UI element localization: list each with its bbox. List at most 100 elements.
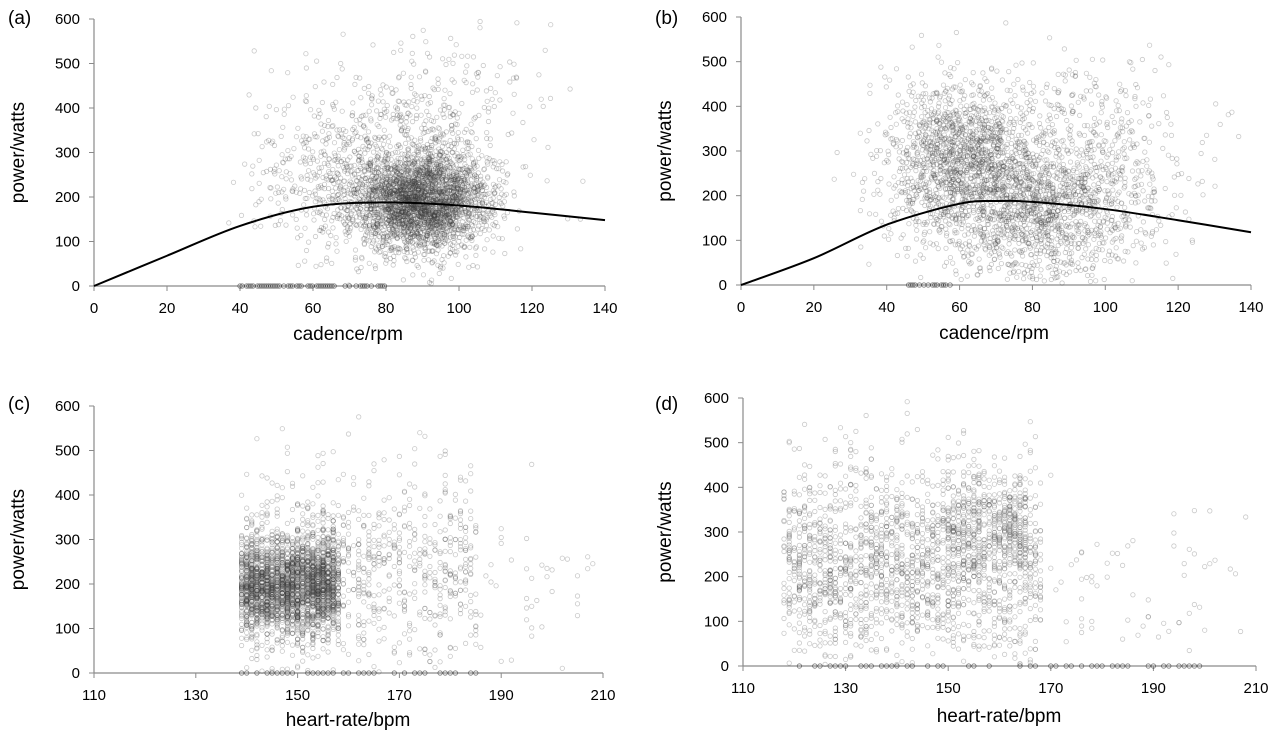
scatter-point — [1007, 88, 1013, 94]
scatter-point — [391, 49, 397, 56]
scatter-point — [340, 192, 347, 198]
scatter-point — [389, 190, 395, 196]
scatter-point — [425, 195, 431, 201]
scatter-point — [310, 149, 316, 155]
scatter-point — [403, 177, 409, 183]
x-tick-label: 40 — [878, 299, 895, 316]
scatter-point — [453, 209, 459, 215]
scatter-point — [531, 137, 537, 143]
scatter-point — [321, 79, 327, 85]
scatter-point — [397, 122, 403, 128]
scatter-point — [293, 216, 299, 222]
scatter-point — [288, 177, 295, 183]
scatter-point — [458, 198, 464, 204]
scatter-point — [428, 211, 435, 217]
scatter-point — [437, 263, 443, 270]
scatter-point — [871, 170, 878, 176]
scatter-point — [443, 129, 449, 135]
scatter-point — [490, 249, 496, 255]
scatter-point — [382, 114, 389, 120]
scatter-point — [238, 212, 245, 218]
scatter-point — [251, 48, 257, 54]
scatter-point — [444, 188, 451, 194]
scatter-point — [463, 237, 469, 243]
scatter-point — [416, 233, 422, 239]
y-tick-label: 400 — [702, 98, 727, 115]
scatter-point — [378, 249, 384, 255]
scatter-point — [455, 226, 462, 232]
scatter-point — [418, 234, 424, 241]
scatter-point — [316, 169, 323, 175]
scatter-point — [302, 258, 308, 264]
scatter-point — [414, 192, 421, 198]
scatter-point — [439, 167, 445, 173]
scatter-point — [372, 265, 379, 272]
scatter-point — [454, 198, 460, 204]
scatter-point — [423, 118, 429, 124]
scatter-point — [447, 219, 453, 225]
scatter-point — [404, 238, 411, 244]
scatter-point — [472, 199, 478, 205]
scatter-point — [333, 241, 339, 247]
y-tick-label: 600 — [702, 9, 727, 26]
scatter-point — [344, 171, 351, 177]
y-tick-label: 500 — [55, 56, 80, 73]
scatter-point — [886, 181, 892, 187]
scatter-point — [439, 56, 446, 62]
x-tick-label: 100 — [446, 300, 471, 317]
scatter-point — [468, 121, 474, 127]
scatter-point — [436, 270, 442, 277]
scatter-point — [458, 226, 464, 232]
scatter-point — [301, 145, 308, 151]
scatter-point — [408, 74, 414, 80]
scatter-point — [473, 252, 479, 258]
scatter-point — [439, 212, 445, 218]
scatter-point — [447, 137, 453, 144]
scatter-point — [394, 188, 400, 194]
scatter-point — [465, 234, 472, 240]
scatter-point — [448, 275, 454, 281]
scatter-point — [893, 66, 900, 72]
scatter-point — [475, 147, 482, 153]
scatter-point — [409, 164, 415, 170]
scatter-point — [507, 59, 513, 65]
scatter-point — [977, 92, 983, 98]
scatter-point — [368, 102, 375, 108]
scatter-point — [465, 53, 471, 59]
scatter-point — [400, 221, 406, 227]
scatter-point — [435, 138, 441, 144]
scatter-point — [426, 167, 433, 173]
scatter-point — [882, 74, 888, 80]
scatter-point — [410, 244, 416, 250]
scatter-point — [420, 27, 426, 33]
scatter-point — [432, 219, 438, 225]
scatter-point — [448, 218, 454, 224]
scatter-point — [330, 81, 336, 88]
scatter-point — [481, 191, 487, 197]
scatter-point — [293, 134, 299, 140]
scatter-point — [389, 228, 395, 234]
scatter-point — [511, 91, 517, 97]
scatter-point — [439, 256, 445, 263]
scatter-point — [395, 149, 401, 155]
scatter-point — [897, 143, 904, 149]
scatter-point — [405, 161, 411, 167]
scatter-point — [1006, 69, 1012, 75]
scatter-point — [415, 196, 421, 202]
scatter-point — [354, 266, 360, 272]
scatter-point — [374, 221, 380, 227]
scatter-point — [477, 182, 483, 188]
scatter-point — [417, 135, 424, 141]
scatter-point — [274, 184, 280, 190]
scatter-point — [503, 159, 509, 165]
scatter-point — [371, 215, 377, 221]
scatter-point — [369, 196, 375, 202]
scatter-point — [371, 188, 377, 194]
scatter-point — [460, 196, 466, 202]
x-tick-label: 0 — [90, 300, 98, 317]
x-tick-label: 0 — [737, 299, 745, 316]
scatter-point — [405, 136, 412, 142]
scatter-point — [426, 93, 432, 100]
y-tick-label: 300 — [55, 145, 80, 162]
scatter-point — [291, 146, 297, 152]
